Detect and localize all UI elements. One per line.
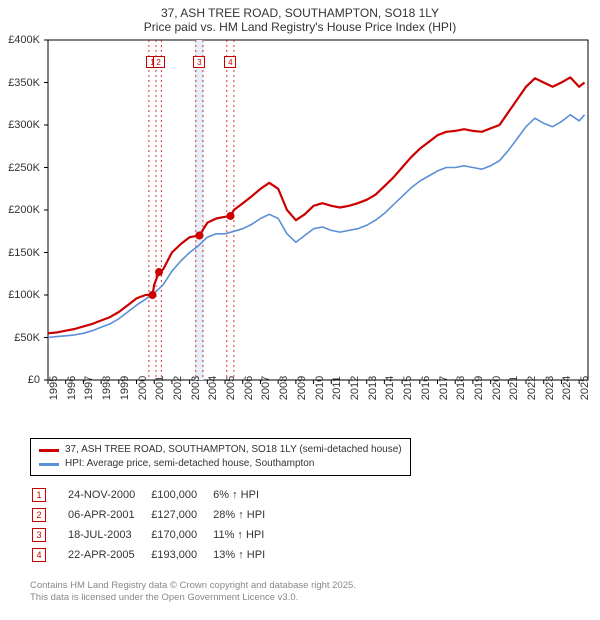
x-tick-label: 2022	[526, 376, 538, 400]
y-tick-label: £50K	[14, 332, 40, 344]
event-marker-cell: 3	[32, 528, 46, 542]
event-price: £100,000	[151, 486, 211, 504]
x-tick-label: 2005	[225, 376, 237, 400]
x-tick-label: 2015	[402, 376, 414, 400]
x-tick-label: 2004	[207, 376, 219, 400]
event-delta: 6% ↑ HPI	[213, 486, 279, 504]
x-tick-label: 2013	[367, 376, 379, 400]
x-tick-label: 2020	[491, 376, 503, 400]
legend-item: HPI: Average price, semi-detached house,…	[39, 457, 402, 471]
event-delta: 11% ↑ HPI	[213, 526, 279, 544]
event-marker: 2	[153, 56, 165, 68]
event-row: 4 22-APR-2005£193,00013% ↑ HPI	[32, 546, 279, 564]
x-tick-label: 2021	[508, 376, 520, 400]
event-delta: 13% ↑ HPI	[213, 546, 279, 564]
y-tick-label: £100K	[8, 289, 40, 301]
footer-line1: Contains HM Land Registry data © Crown c…	[30, 580, 356, 591]
event-date: 18-JUL-2003	[68, 526, 149, 544]
y-tick-label: £350K	[8, 77, 40, 89]
x-tick-label: 2007	[260, 376, 272, 400]
x-tick-label: 2024	[561, 376, 573, 400]
x-tick-label: 1997	[83, 376, 95, 400]
x-tick-label: 1998	[101, 376, 113, 400]
event-price: £170,000	[151, 526, 211, 544]
x-tick-label: 2012	[349, 376, 361, 400]
event-row: 3 18-JUL-2003£170,00011% ↑ HPI	[32, 526, 279, 544]
legend-label: HPI: Average price, semi-detached house,…	[65, 457, 314, 471]
x-tick-label: 1995	[48, 376, 60, 400]
x-tick-label: 2019	[473, 376, 485, 400]
y-tick-label: £250K	[8, 162, 40, 174]
x-tick-label: 2017	[438, 376, 450, 400]
x-tick-label: 2011	[331, 376, 343, 400]
event-date: 22-APR-2005	[68, 546, 149, 564]
x-tick-label: 2001	[154, 376, 166, 400]
x-tick-label: 2009	[296, 376, 308, 400]
y-tick-label: £150K	[8, 247, 40, 259]
event-marker: 3	[193, 56, 205, 68]
event-price: £193,000	[151, 546, 211, 564]
event-marker-cell: 2	[32, 508, 46, 522]
x-tick-label: 2002	[172, 376, 184, 400]
legend-swatch	[39, 463, 59, 466]
footer-line2: This data is licensed under the Open Gov…	[30, 592, 298, 603]
x-tick-label: 1996	[66, 376, 78, 400]
x-tick-label: 1999	[119, 376, 131, 400]
y-tick-label: £300K	[8, 119, 40, 131]
event-date: 06-APR-2001	[68, 506, 149, 524]
chart-container: 37, ASH TREE ROAD, SOUTHAMPTON, SO18 1LY…	[0, 0, 600, 620]
chart-plot	[0, 0, 600, 400]
legend-label: 37, ASH TREE ROAD, SOUTHAMPTON, SO18 1LY…	[65, 443, 402, 457]
event-marker: 4	[224, 56, 236, 68]
y-tick-label: £0	[28, 374, 40, 386]
footer-attribution: Contains HM Land Registry data © Crown c…	[30, 580, 356, 604]
event-row: 1 24-NOV-2000£100,0006% ↑ HPI	[32, 486, 279, 504]
events-table: 1 24-NOV-2000£100,0006% ↑ HPI 2 06-APR-2001…	[30, 484, 281, 566]
event-row: 2 06-APR-2001£127,00028% ↑ HPI	[32, 506, 279, 524]
event-date: 24-NOV-2000	[68, 486, 149, 504]
legend-swatch	[39, 449, 59, 452]
event-delta: 28% ↑ HPI	[213, 506, 279, 524]
x-tick-label: 2025	[579, 376, 591, 400]
x-tick-label: 2006	[243, 376, 255, 400]
x-tick-label: 2014	[384, 376, 396, 400]
event-marker-cell: 4	[32, 548, 46, 562]
y-tick-label: £400K	[8, 34, 40, 46]
x-tick-label: 2008	[278, 376, 290, 400]
y-tick-label: £200K	[8, 204, 40, 216]
event-price: £127,000	[151, 506, 211, 524]
event-marker-cell: 1	[32, 488, 46, 502]
x-tick-label: 2003	[190, 376, 202, 400]
legend-item: 37, ASH TREE ROAD, SOUTHAMPTON, SO18 1LY…	[39, 443, 402, 457]
x-tick-label: 2000	[137, 376, 149, 400]
x-tick-label: 2023	[544, 376, 556, 400]
x-tick-label: 2010	[314, 376, 326, 400]
x-tick-label: 2018	[455, 376, 467, 400]
legend: 37, ASH TREE ROAD, SOUTHAMPTON, SO18 1LY…	[30, 438, 411, 476]
x-tick-label: 2016	[420, 376, 432, 400]
